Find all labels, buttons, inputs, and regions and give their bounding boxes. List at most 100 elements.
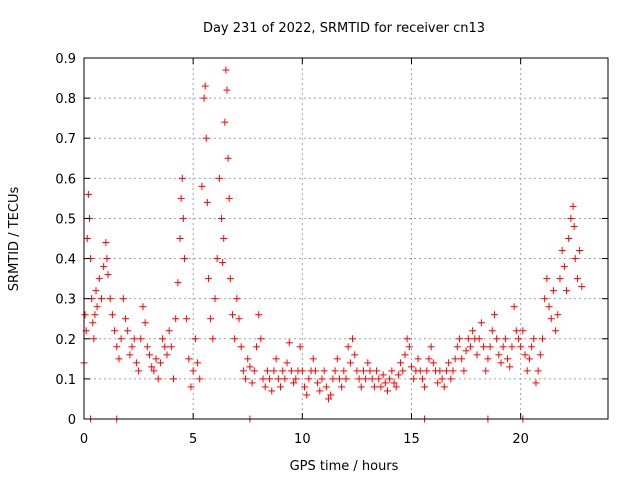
data-point xyxy=(139,303,147,311)
data-point xyxy=(462,347,470,355)
data-point xyxy=(250,367,258,375)
x-tick-label: 5 xyxy=(189,432,197,447)
data-point xyxy=(137,335,145,343)
data-point xyxy=(196,375,204,383)
data-point xyxy=(510,303,518,311)
data-point xyxy=(314,379,322,387)
data-point xyxy=(560,263,568,271)
data-point xyxy=(377,383,385,391)
data-point xyxy=(152,355,160,363)
data-point xyxy=(95,275,103,283)
data-point xyxy=(224,154,232,162)
data-point xyxy=(268,387,276,395)
data-point xyxy=(239,367,247,375)
data-point xyxy=(108,311,116,319)
data-point xyxy=(209,335,217,343)
data-point xyxy=(456,335,464,343)
data-point xyxy=(172,315,180,323)
data-point xyxy=(504,355,512,363)
data-point xyxy=(570,222,578,230)
y-tick-label: 0.9 xyxy=(55,52,76,67)
x-tick-label: 15 xyxy=(403,432,420,447)
data-point xyxy=(221,118,229,126)
data-point xyxy=(270,367,278,375)
data-point xyxy=(156,359,164,367)
data-point xyxy=(222,66,230,74)
data-point xyxy=(408,363,415,371)
chart-title: Day 231 of 2022, SRMTID for receiver cn1… xyxy=(203,21,485,36)
data-point xyxy=(266,375,274,383)
data-points xyxy=(80,66,586,423)
data-point xyxy=(438,375,446,383)
data-point xyxy=(126,351,134,359)
data-point xyxy=(388,367,396,375)
data-point xyxy=(397,359,405,367)
data-point xyxy=(285,339,293,347)
data-point xyxy=(565,235,573,242)
data-point xyxy=(410,375,418,383)
data-point xyxy=(493,335,501,343)
data-point xyxy=(536,351,544,359)
data-point xyxy=(194,359,202,367)
data-point xyxy=(329,375,337,383)
data-point xyxy=(178,174,186,182)
data-point xyxy=(204,275,212,283)
data-point xyxy=(259,375,267,383)
data-point xyxy=(124,327,132,335)
data-point xyxy=(174,279,182,287)
data-point xyxy=(223,86,231,94)
data-point xyxy=(549,287,557,295)
data-point xyxy=(292,375,300,383)
data-point xyxy=(257,335,265,343)
data-point xyxy=(203,198,211,206)
data-point xyxy=(89,319,97,327)
grid xyxy=(84,58,608,419)
data-point xyxy=(486,343,494,351)
data-point xyxy=(309,355,317,363)
data-point xyxy=(473,351,481,359)
data-point xyxy=(466,343,474,351)
data-point xyxy=(252,343,260,351)
data-point xyxy=(150,367,158,375)
data-point xyxy=(501,335,509,343)
y-tick-label: 0.5 xyxy=(55,212,76,227)
data-point xyxy=(558,247,566,255)
data-point xyxy=(349,335,357,343)
data-point xyxy=(362,375,370,383)
data-point xyxy=(344,343,352,351)
data-point xyxy=(189,367,197,375)
data-point xyxy=(517,343,525,351)
data-point xyxy=(283,359,291,367)
data-point xyxy=(248,379,256,387)
data-point xyxy=(97,295,105,303)
data-point xyxy=(132,359,140,367)
data-point xyxy=(274,375,282,383)
data-point xyxy=(340,367,348,375)
data-point xyxy=(484,355,492,363)
data-point xyxy=(373,367,381,375)
y-axis-label: SRMTID / TECUs xyxy=(7,187,22,292)
data-point xyxy=(287,367,295,375)
data-point xyxy=(255,311,263,319)
data-point xyxy=(200,94,208,102)
data-point xyxy=(416,367,424,375)
data-point xyxy=(530,335,538,343)
data-point xyxy=(103,255,111,263)
data-point xyxy=(521,351,529,359)
data-point xyxy=(576,247,584,255)
data-point xyxy=(569,202,577,210)
data-point xyxy=(514,335,522,343)
data-point xyxy=(318,375,326,383)
data-point xyxy=(170,375,178,383)
data-point xyxy=(394,371,402,379)
plot-frame xyxy=(83,57,609,420)
data-point xyxy=(165,327,173,335)
data-point xyxy=(226,275,234,283)
data-point xyxy=(146,351,153,359)
data-point xyxy=(449,367,457,375)
data-point xyxy=(392,383,400,391)
data-point xyxy=(246,363,254,371)
data-point xyxy=(421,383,429,391)
data-point xyxy=(556,275,564,283)
data-point xyxy=(320,367,328,375)
